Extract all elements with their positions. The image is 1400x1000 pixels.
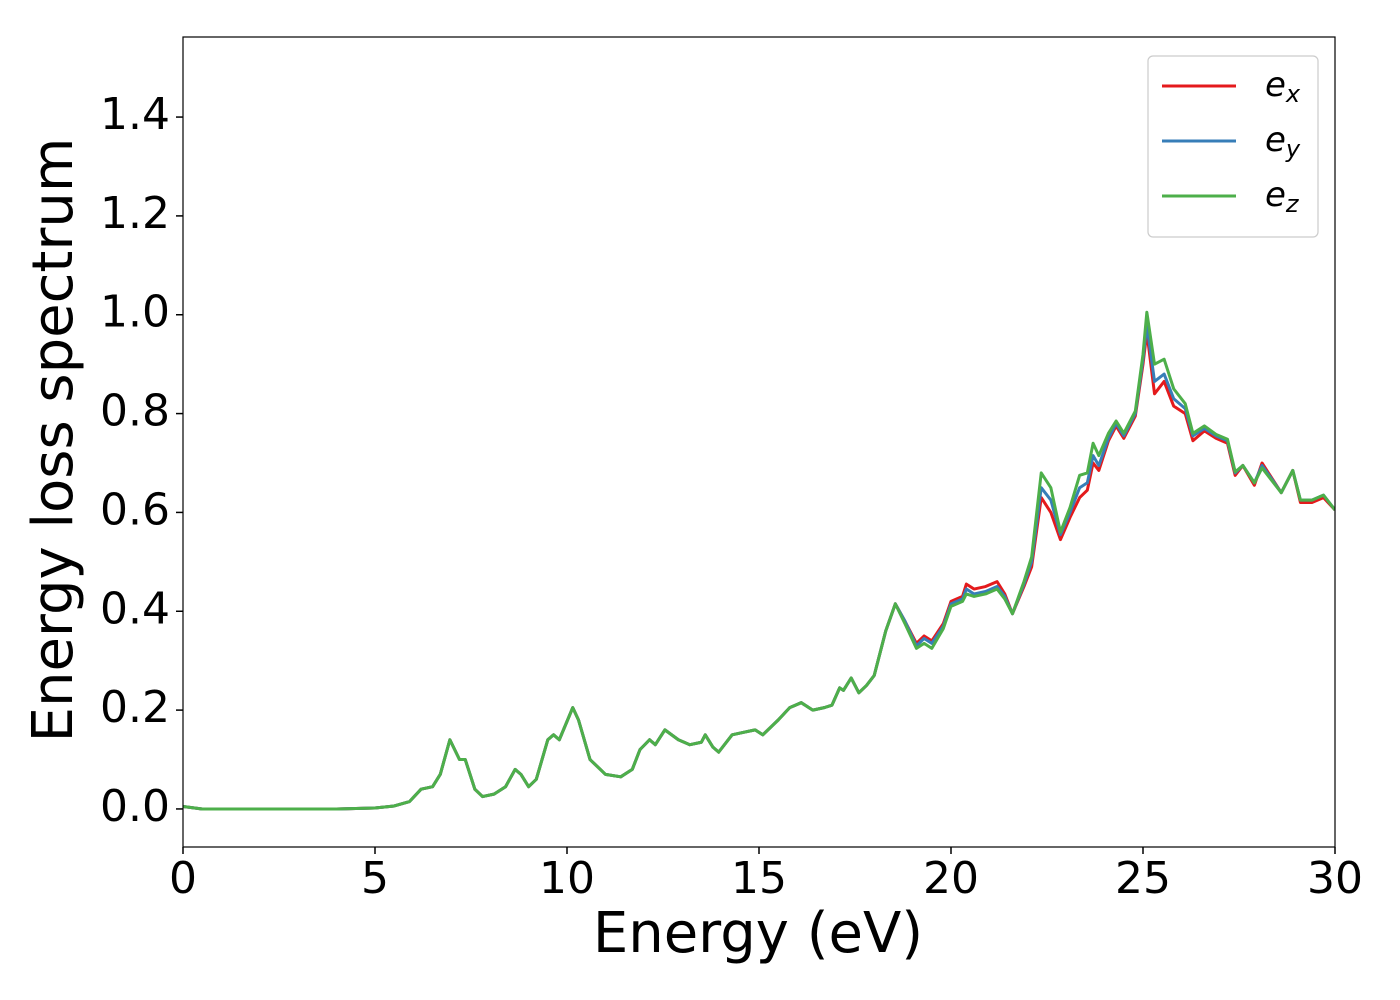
x-tick-label: 15 (731, 853, 787, 904)
y-tick-label: 1.0 (100, 287, 170, 338)
x-tick-label: 10 (539, 853, 595, 904)
legend-label: ez (1265, 175, 1300, 219)
legend-box (1147, 55, 1319, 238)
legend-label: ey (1265, 120, 1301, 164)
x-tick-label: 25 (1115, 853, 1171, 904)
legend-label: ex (1265, 65, 1301, 109)
plot-frame (182, 36, 1336, 848)
y-tick-label: 0.2 (100, 682, 170, 733)
y-tick-label: 0.4 (100, 583, 170, 634)
y-tick-label: 1.4 (100, 89, 170, 140)
x-tick-label: 0 (169, 853, 197, 904)
y-axis-label: Energy loss spectrum (21, 138, 86, 743)
series-line (183, 310, 1335, 811)
x-tick-label: 30 (1307, 853, 1363, 904)
y-tick-label: 0.6 (100, 484, 170, 535)
x-tick-label: 20 (923, 853, 979, 904)
y-tick-label: 0.0 (100, 781, 170, 832)
x-axis-label: Energy (eV) (593, 901, 923, 966)
y-tick-label: 0.8 (100, 386, 170, 437)
x-tick-label: 5 (361, 853, 389, 904)
y-tick-label: 1.2 (100, 188, 170, 239)
